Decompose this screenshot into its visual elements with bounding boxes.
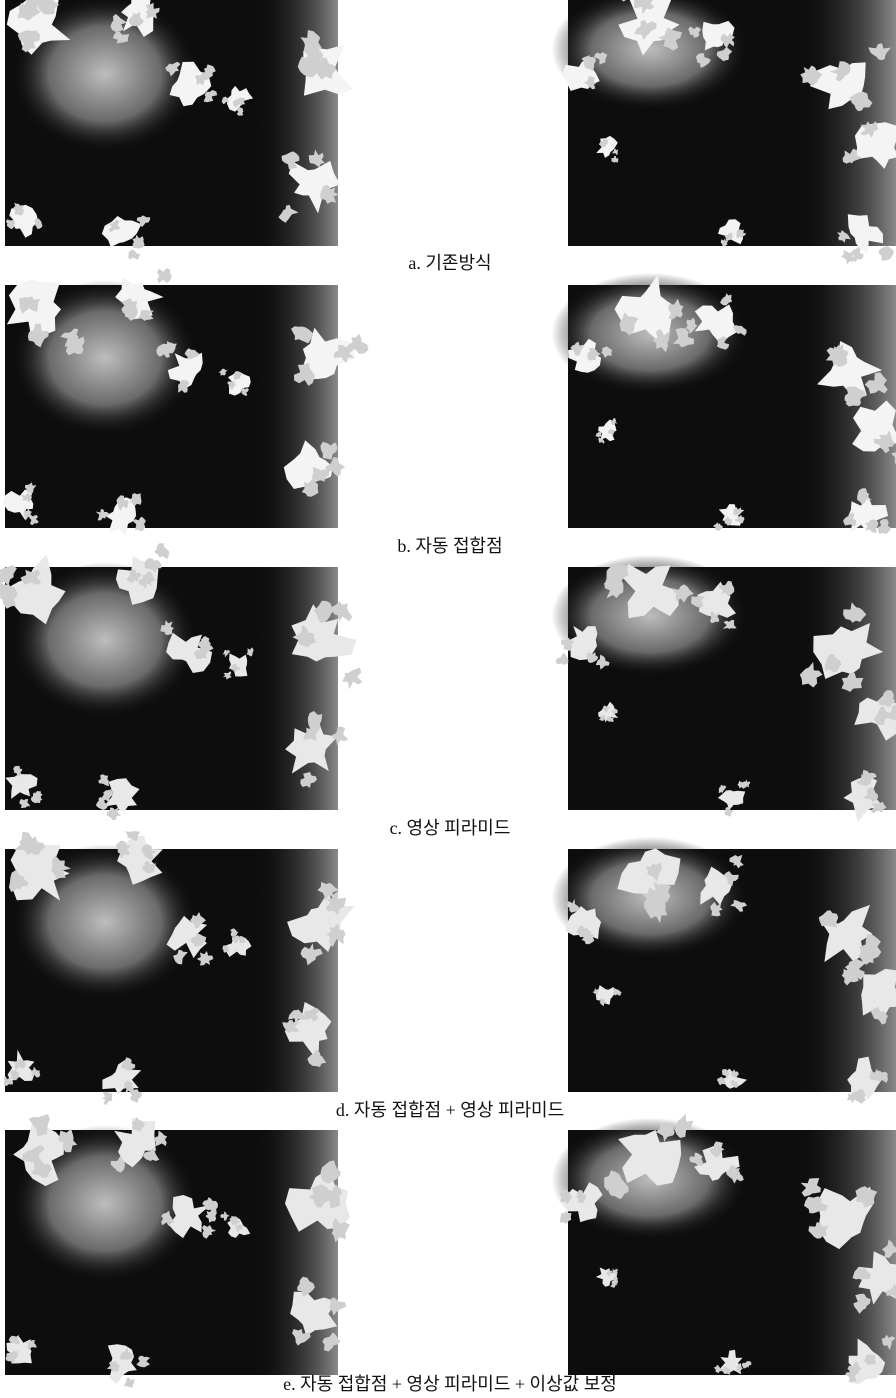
terrain-highlight (879, 246, 894, 260)
terrain-shade (255, 0, 338, 246)
dem-image (5, 1114, 350, 1388)
figure: a. 기존방식 b. 자동 접합점 c. 영상 피라미드 d. 자동 접합점 + 영상… (0, 0, 896, 1398)
dem-image (0, 543, 363, 820)
dem-image (552, 1114, 896, 1384)
terrain-highlight (154, 543, 169, 559)
dem-image (5, 0, 354, 260)
dem-image (552, 837, 896, 1104)
terrain-highlight (342, 668, 362, 690)
terrain-shade (798, 1130, 896, 1375)
dem-image (3, 268, 369, 535)
figure-caption: a. 기존방식 (408, 253, 491, 273)
dem-image (552, 273, 896, 534)
terrain-highlight (102, 1092, 113, 1105)
figure-caption: b. 자동 접합점 (397, 536, 502, 556)
dem-image (552, 555, 896, 822)
dem-image (4, 831, 355, 1105)
terrain-highlight (124, 1378, 135, 1388)
terrain-shade (255, 285, 338, 528)
figure-caption: e. 자동 접합점 + 영상 피라미드 + 이상값 보정 (283, 1374, 617, 1394)
terrain-highlight (128, 249, 140, 260)
figure-caption: c. 영상 피라미드 (390, 818, 511, 838)
terrain-highlight (157, 268, 172, 283)
dem-image (552, 0, 896, 265)
terrain-highlight (841, 250, 854, 265)
terrain-highlight (556, 653, 568, 665)
figure-caption: d. 자동 접합점 + 영상 피라미드 (336, 1100, 564, 1120)
